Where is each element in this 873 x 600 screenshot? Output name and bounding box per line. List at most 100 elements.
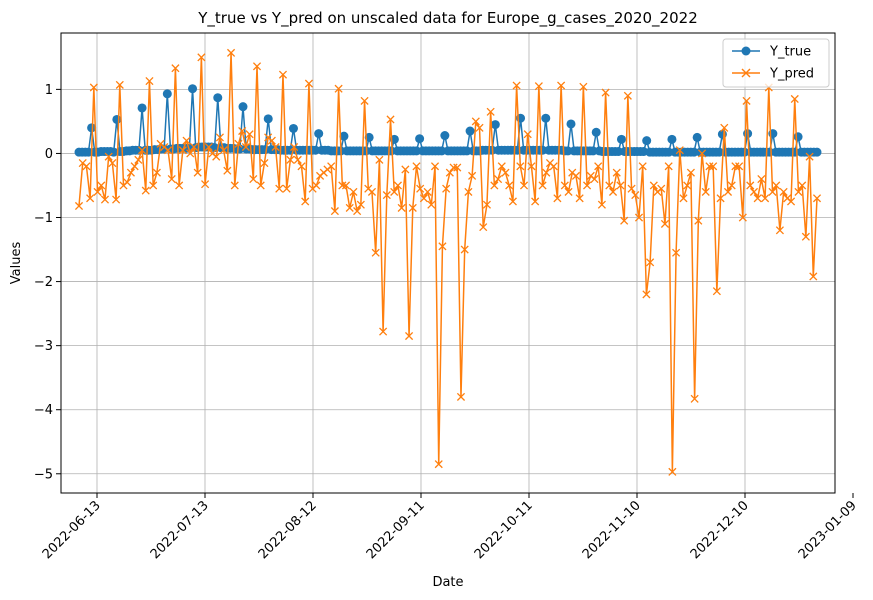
y-pred-point [215, 133, 224, 142]
y-pred-point [386, 115, 395, 124]
y-pred-point [438, 242, 447, 251]
legend-y-pred-marker [741, 68, 751, 78]
y-pred-point [286, 155, 295, 164]
y-pred-point [464, 187, 473, 196]
y-pred-point [123, 178, 132, 187]
y-pred-point [330, 207, 339, 216]
y-true-point [689, 147, 699, 157]
y-pred-point [93, 187, 102, 196]
y-pred-point [786, 197, 796, 206]
y-pred-point [189, 142, 199, 152]
y-pred-point [219, 146, 228, 155]
y-pred-point [735, 162, 744, 171]
y-true-point [411, 146, 421, 156]
y-true-point [238, 102, 248, 112]
y-tick-label: 1 [45, 83, 53, 98]
x-axis-label: Date [432, 575, 463, 590]
y-pred-point [100, 195, 110, 204]
y-pred-point [757, 175, 766, 184]
y-true-point [793, 132, 803, 142]
y-pred-point [360, 96, 369, 105]
y-pred-point [742, 96, 751, 105]
y-pred-point [623, 91, 632, 100]
y-true-point [137, 103, 147, 113]
y-true-point [83, 147, 93, 157]
y-pred-point [779, 187, 788, 196]
y-true-point [714, 147, 724, 157]
y-pred-point [449, 163, 458, 172]
y-pred-point [356, 200, 365, 209]
y-pred-point [275, 184, 284, 193]
y-pred-point [442, 184, 451, 193]
y-pred-point [672, 248, 681, 257]
y-pred-point [794, 187, 803, 196]
y-pred-point [664, 162, 673, 171]
y-pred-point [293, 155, 302, 164]
y-pred-point [108, 158, 117, 168]
y-true-point [188, 84, 198, 94]
y-pred-point [397, 203, 406, 212]
y-pred-point [634, 213, 644, 222]
y-true-point [162, 89, 172, 99]
y-pred-point [152, 168, 161, 177]
y-pred-point [267, 136, 276, 145]
y-pred-point [723, 187, 733, 196]
y-pred-point [312, 181, 321, 190]
y-pred-point [486, 107, 495, 116]
y-pred-point [490, 181, 499, 190]
y-true-point [616, 134, 626, 144]
y-pred-point [301, 197, 310, 206]
y-pred-point [542, 168, 551, 177]
y-true-point [591, 127, 601, 137]
y-pred-point [126, 168, 135, 177]
y-pred-point [749, 187, 759, 196]
y-pred-point [297, 162, 306, 171]
y-true-point [538, 145, 548, 155]
y-pred-point [334, 84, 343, 93]
legend: Y_true Y_pred [722, 38, 830, 88]
y-pred-point [801, 232, 810, 241]
y-pred-point [201, 180, 210, 189]
plot-frame [60, 32, 836, 494]
y-pred-point [468, 171, 477, 180]
y-pred-point [612, 168, 621, 177]
y-pred-point [405, 331, 414, 341]
y-pred-point [605, 181, 614, 190]
y-pred-point [419, 194, 428, 203]
y-pred-point [812, 194, 822, 203]
y-pred-point [646, 258, 655, 267]
y-true-point [566, 119, 576, 129]
y-pred-point [241, 142, 250, 152]
y-pred-point [149, 181, 158, 190]
y-pred-point [379, 327, 388, 336]
y-pred-point [238, 126, 247, 136]
y-pred-point [775, 226, 784, 235]
y-pred-point [290, 142, 299, 152]
y-pred-point [341, 181, 351, 190]
y-axis: 1 0 −1 −2 −3 −4 −5 [34, 83, 61, 482]
y-pred-point [809, 272, 818, 281]
y-pred-point [531, 197, 540, 206]
y-pred-point [497, 162, 506, 171]
y-pred-point [571, 171, 581, 180]
y-pred-point [427, 200, 436, 209]
y-pred-point [523, 130, 532, 139]
y-pred-point [271, 142, 280, 152]
chart-title: Y_true vs Y_pred on unscaled data for Eu… [197, 9, 697, 28]
y-pred-point [82, 162, 91, 171]
y-pred-point [657, 184, 666, 193]
y-pred-point [134, 155, 143, 164]
y-pred-point [731, 162, 740, 171]
y-pred-point [145, 76, 154, 86]
y-true-point [440, 131, 450, 141]
y-true-point [462, 146, 472, 156]
y-pred-point [304, 79, 313, 88]
y-true-point [263, 114, 273, 124]
y-pred-point [660, 219, 670, 228]
y-pred-point [89, 83, 98, 92]
y-pred-point [738, 213, 747, 222]
y-tick-label: 0 [45, 147, 53, 162]
y-pred-point [475, 123, 484, 132]
y-true-point [642, 136, 652, 146]
y-true-point [664, 147, 674, 157]
